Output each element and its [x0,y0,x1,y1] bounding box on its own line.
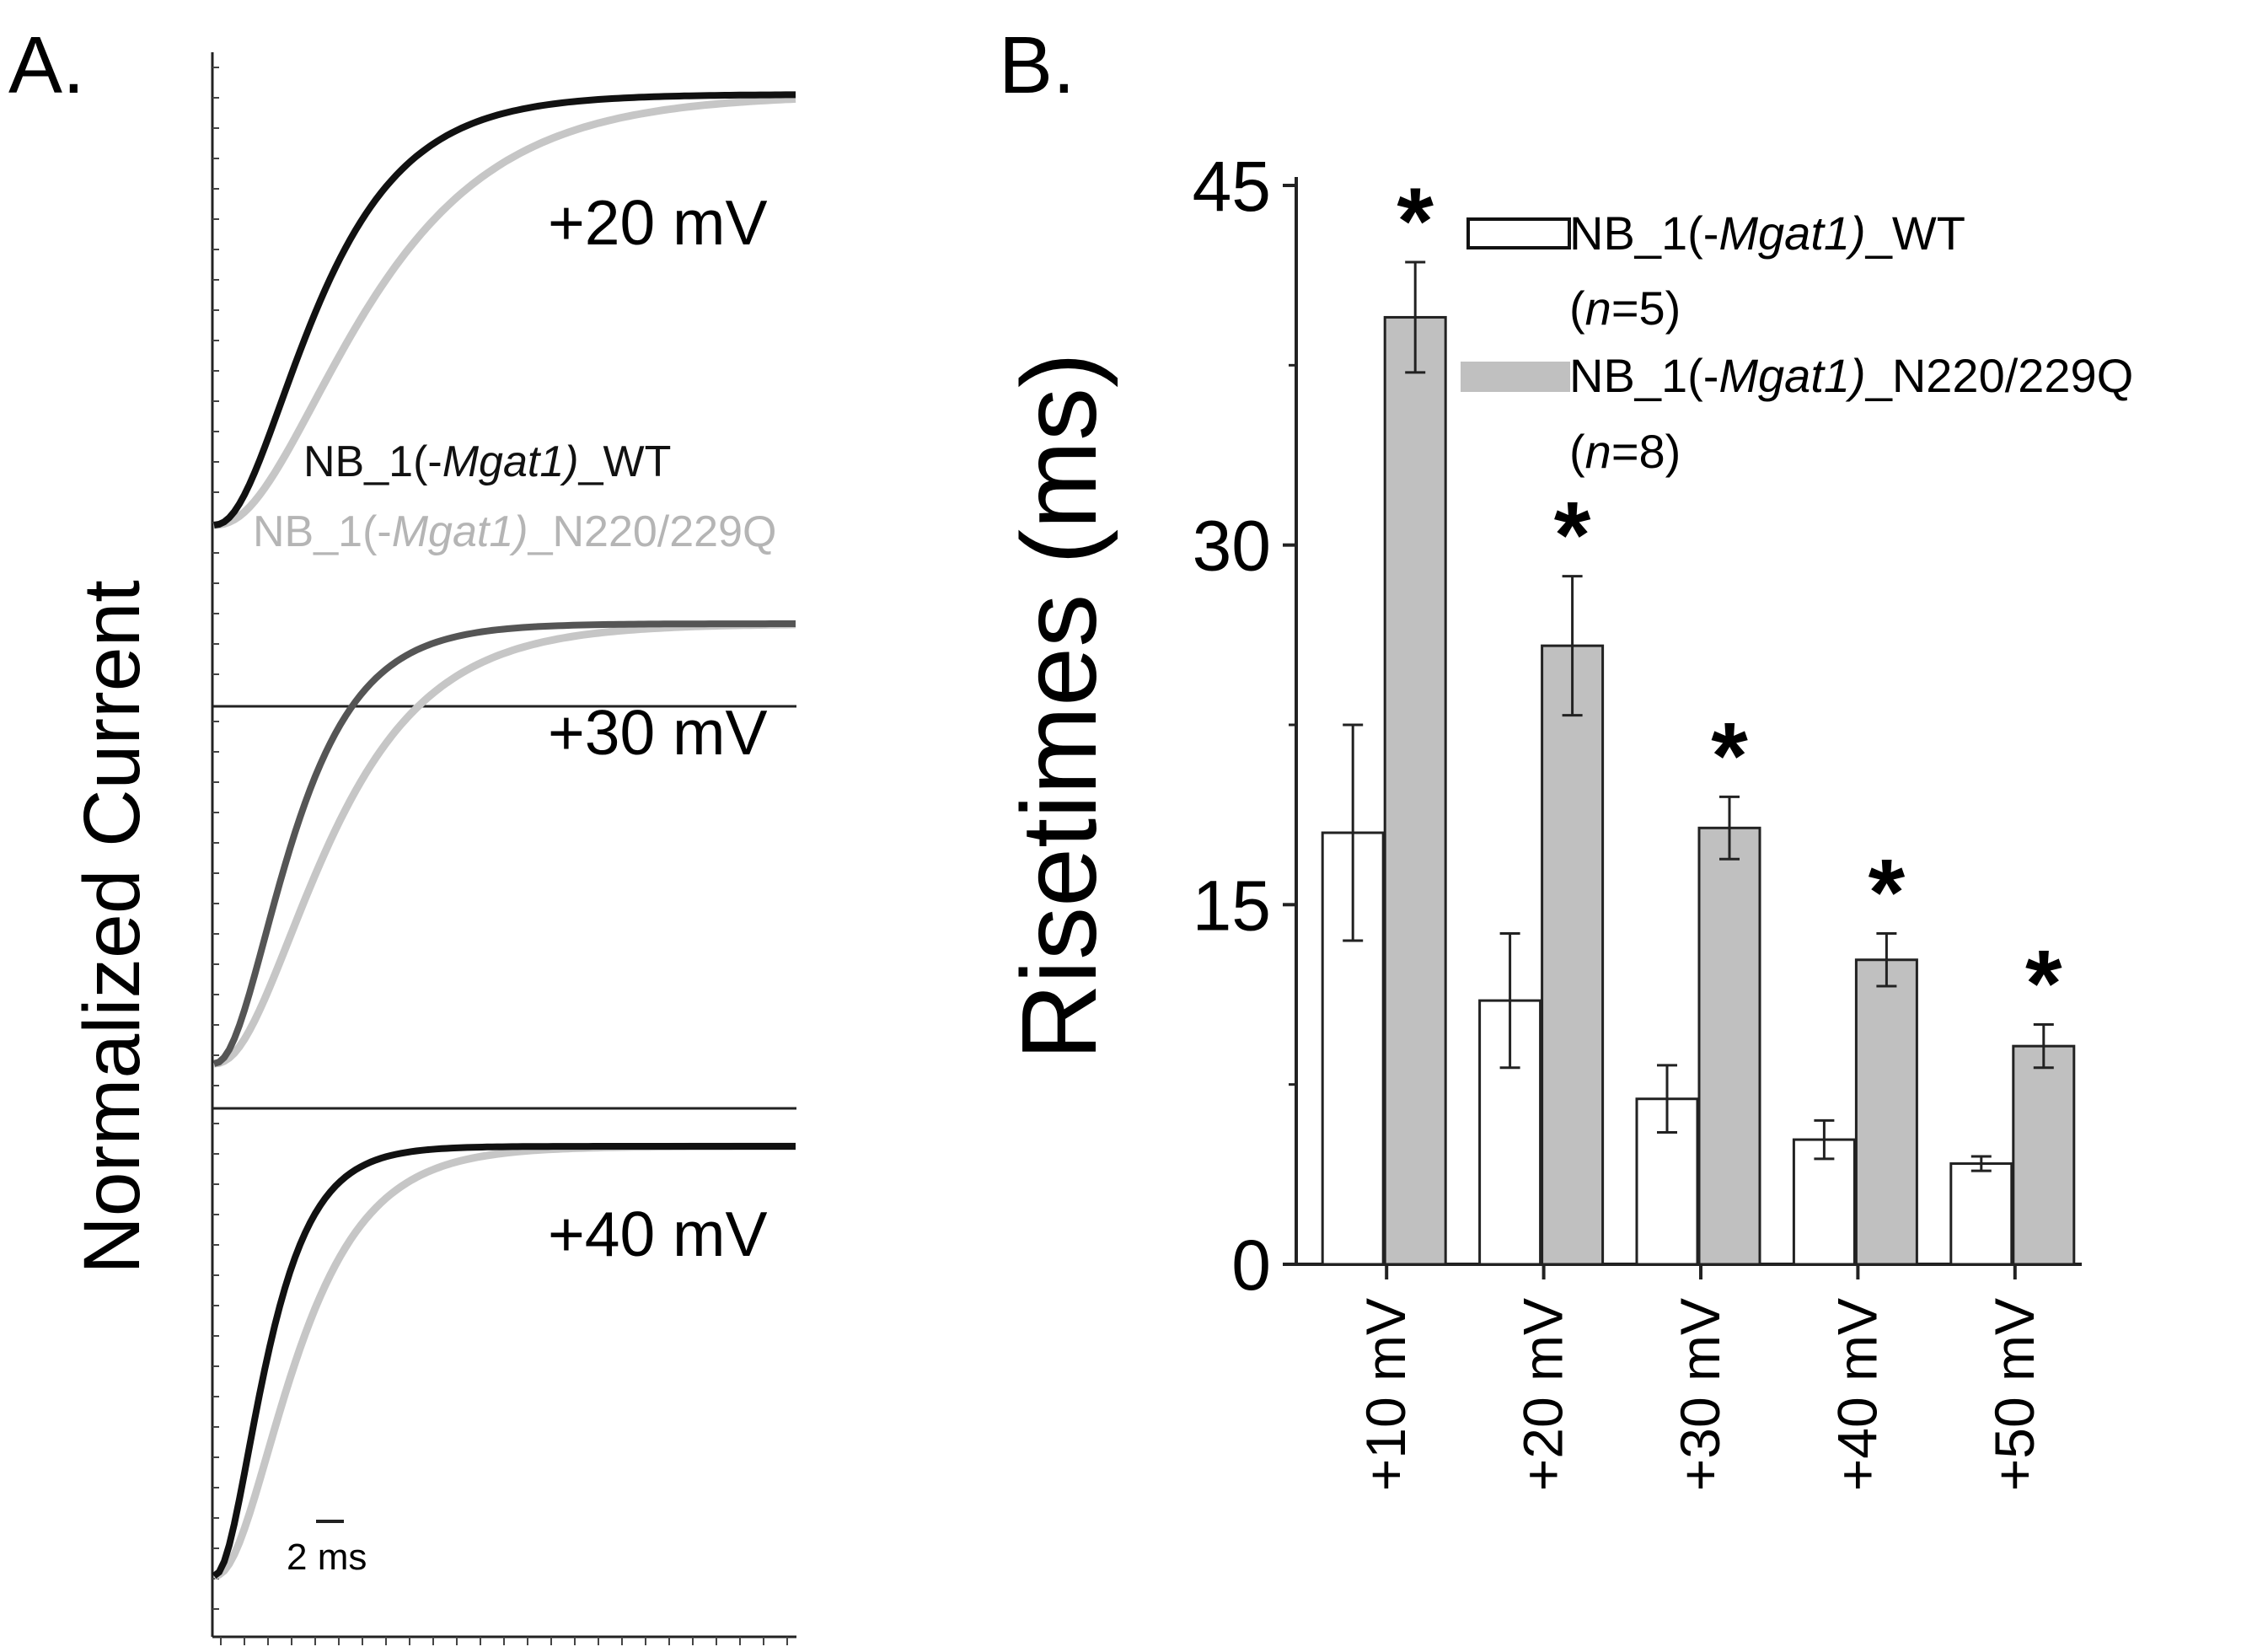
x-category-label: +40 mV [1826,1298,1888,1491]
panel-a-legend-wt: NB_1(-Mgat1)_WT [303,437,671,486]
panel-b-bar-chart: 0 15 30 45 * +10 mV * +20 mV * +30 mV * +40 mV * +50 … [1193,147,2082,1491]
panel-a-letter: A. [8,20,85,110]
legend-label-mut: NB_1(-Mgat1)_N220/229Q [1569,349,2133,402]
panel-a-legend-mut: NB_1(-Mgat1)_N220/229Q [253,507,776,556]
significance-asterisk: * [2025,931,2062,1037]
bar-mutant [1541,644,1605,1266]
legend-label-wt: NB_1(-Mgat1)_WT [1569,206,1965,260]
bar-mutant [2012,1044,2076,1266]
significance-asterisk: * [1554,483,1591,588]
panel-a-y-axis-label: Normalized Current [67,580,157,1274]
subplot-voltage-label: +20 mV [548,187,768,258]
legend-swatch-mut [1461,362,1570,392]
y-tick-label: 0 [1231,1226,1271,1305]
trace-wild-type [212,620,796,1067]
significance-asterisk: * [1397,169,1434,274]
y-tick-label: 45 [1193,147,1271,226]
bar-mutant [1697,826,1761,1266]
panel-b-letter: B. [999,20,1075,110]
x-category-label: +30 mV [1669,1298,1731,1491]
scale-bar-label: 2 ms [287,1537,367,1578]
trace-wild-type [212,1143,796,1579]
significance-asterisk: * [1869,839,1906,945]
panel-a-subplots: +20 mV +30 mV +40 mV [211,52,796,1645]
y-tick-label: 30 [1193,507,1271,586]
bar-mutant [1383,315,1447,1266]
trace-mutant [213,94,796,529]
x-category-label: +10 mV [1354,1298,1417,1491]
x-category-label: +20 mV [1512,1298,1574,1491]
bar-wild-type [1949,1162,2013,1266]
subplot-voltage-label: +30 mV [548,697,768,768]
legend-n-mut: (n=8) [1569,425,1681,478]
legend-n-wt: (n=5) [1569,282,1681,335]
subplot-voltage-label: +40 mV [548,1199,768,1269]
legend-swatch-wt [1466,217,1571,249]
trace-mutant [213,620,796,1068]
trace-wild-type [213,91,796,528]
bar-mutant [1854,958,1918,1266]
significance-asterisk: * [1711,703,1748,808]
panel-b-y-axis-label: Risetimes (ms) [1000,352,1118,1060]
bar-wild-type [1792,1138,1856,1266]
x-category-label: +50 mV [1983,1298,2045,1491]
y-tick-label: 15 [1193,866,1271,945]
